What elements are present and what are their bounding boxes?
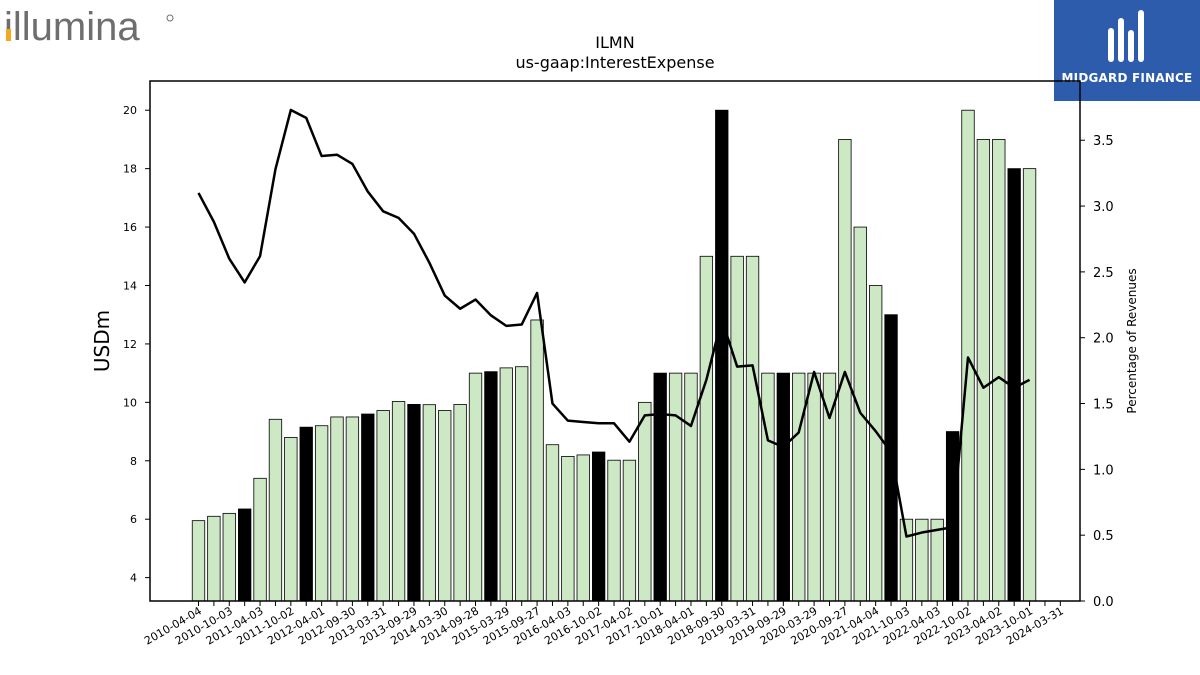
bar-2023-01-01 <box>976 139 991 602</box>
bar-2012-01-01 <box>299 426 313 602</box>
midgard-finance-logo: MIDGARD FINANCE <box>1054 0 1200 101</box>
bar-2015-06-28 <box>515 366 529 602</box>
y2-tick-label: 2.5 <box>1093 266 1114 281</box>
bar-2012-04-01 <box>314 425 329 602</box>
x-axis: 2010-04-042010-10-032011-04-032011-10-02… <box>142 601 1066 648</box>
bar-2014-09-28 <box>468 372 483 602</box>
y-tick-label: 18 <box>123 163 137 176</box>
y-tick-label: 12 <box>123 338 137 351</box>
bar-2014-03-30 <box>438 410 452 602</box>
y-axis-left: 4 6 8 10 12 14 16 18 20 <box>123 104 150 585</box>
y-tick-label: 4 <box>130 572 137 585</box>
bar-2011-01-02 <box>238 508 252 602</box>
y2-axis-label: Percentage of Revenues <box>1125 268 1139 413</box>
bar-2020-09-27 <box>838 139 852 602</box>
y2-tick-label: 0.0 <box>1093 595 1114 610</box>
bar-2011-07-03 <box>268 418 283 602</box>
y-tick-label: 8 <box>130 455 137 468</box>
bar-2019-06-30 <box>761 372 775 602</box>
bar-2018-12-30 <box>730 255 744 602</box>
y-axis-label: USDm <box>90 310 114 372</box>
bar-2019-12-29 <box>792 372 806 602</box>
bar-2013-06-30 <box>391 401 406 602</box>
bar-2023-04-02 <box>992 139 1006 602</box>
bar-2012-12-30 <box>361 413 375 602</box>
plot-frame <box>149 80 1081 602</box>
y2-tick-label: 2.0 <box>1093 332 1114 347</box>
percentage-line <box>197 108 1031 538</box>
bar-2013-09-29 <box>407 403 421 602</box>
bar-2011-04-03 <box>253 477 267 602</box>
y-tick-label: 20 <box>123 104 137 117</box>
y-tick-label: 6 <box>130 513 137 526</box>
bar-2014-12-28 <box>484 371 498 602</box>
registered-mark-icon <box>166 14 174 22</box>
bar-2019-09-29 <box>776 372 790 602</box>
y-axis-right: 0.0 0.5 1.0 1.5 2.0 2.5 3.0 3.5 <box>1080 134 1114 610</box>
bar-2015-09-27 <box>530 319 544 602</box>
bar-2013-03-31 <box>376 410 390 602</box>
bar-2010-04-04 <box>191 520 206 602</box>
bar-2012-07-01 <box>330 416 344 602</box>
y2-tick-label: 1.0 <box>1093 463 1114 478</box>
bar-2017-07-02 <box>638 401 652 602</box>
illumina-logo-accent <box>6 29 11 41</box>
y2-tick-label: 3.5 <box>1093 134 1114 149</box>
midgard-finance-label: MIDGARD FINANCE <box>1061 71 1193 85</box>
chart-subtitle: us-gaap:InterestExpense <box>515 53 714 72</box>
y2-tick-label: 0.5 <box>1093 529 1114 544</box>
bar-2013-12-29 <box>422 404 437 602</box>
illumina-logo-graphic: illumina <box>4 5 174 49</box>
bar-2023-10-01 <box>1022 168 1037 602</box>
illumina-logo: illumina <box>4 2 174 49</box>
y2-tick-label: 1.5 <box>1093 398 1114 413</box>
bar-2015-03-29 <box>499 367 513 602</box>
bar-2010-07-04 <box>207 515 221 602</box>
illumina-wordmark: illumina <box>4 5 140 48</box>
chart-title: ILMN <box>595 33 634 52</box>
bar-2017-01-01 <box>607 459 621 602</box>
percentage-line-series <box>197 108 1031 538</box>
bar-2020-03-29 <box>807 372 821 602</box>
y-tick-label: 16 <box>123 221 137 234</box>
y-tick-label: 10 <box>123 396 137 409</box>
bar-2016-10-02 <box>591 451 606 602</box>
bar-2016-01-03 <box>545 444 560 602</box>
bar-2016-04-03 <box>561 455 575 602</box>
bar-2021-04-04 <box>869 285 883 602</box>
bar-2018-04-01 <box>684 372 698 602</box>
bar-2019-03-31 <box>745 255 760 602</box>
bar-2017-10-01 <box>653 372 667 602</box>
bar-2022-10-02 <box>961 109 975 602</box>
bar-2017-12-31 <box>668 372 683 602</box>
midgard-m-icon <box>1108 10 1144 62</box>
bar-2017-04-02 <box>622 459 637 602</box>
bar-2010-10-03 <box>222 512 236 602</box>
bar-2014-06-29 <box>453 403 467 602</box>
bar-2016-07-03 <box>576 454 590 602</box>
bar-series <box>191 109 1037 602</box>
bar-2018-07-01 <box>699 255 714 602</box>
bar-2018-09-30 <box>715 109 729 602</box>
y-tick-label: 14 <box>123 279 137 292</box>
y2-tick-label: 3.0 <box>1093 200 1114 215</box>
bar-2011-10-02 <box>284 436 298 602</box>
bar-2012-09-30 <box>345 416 360 602</box>
